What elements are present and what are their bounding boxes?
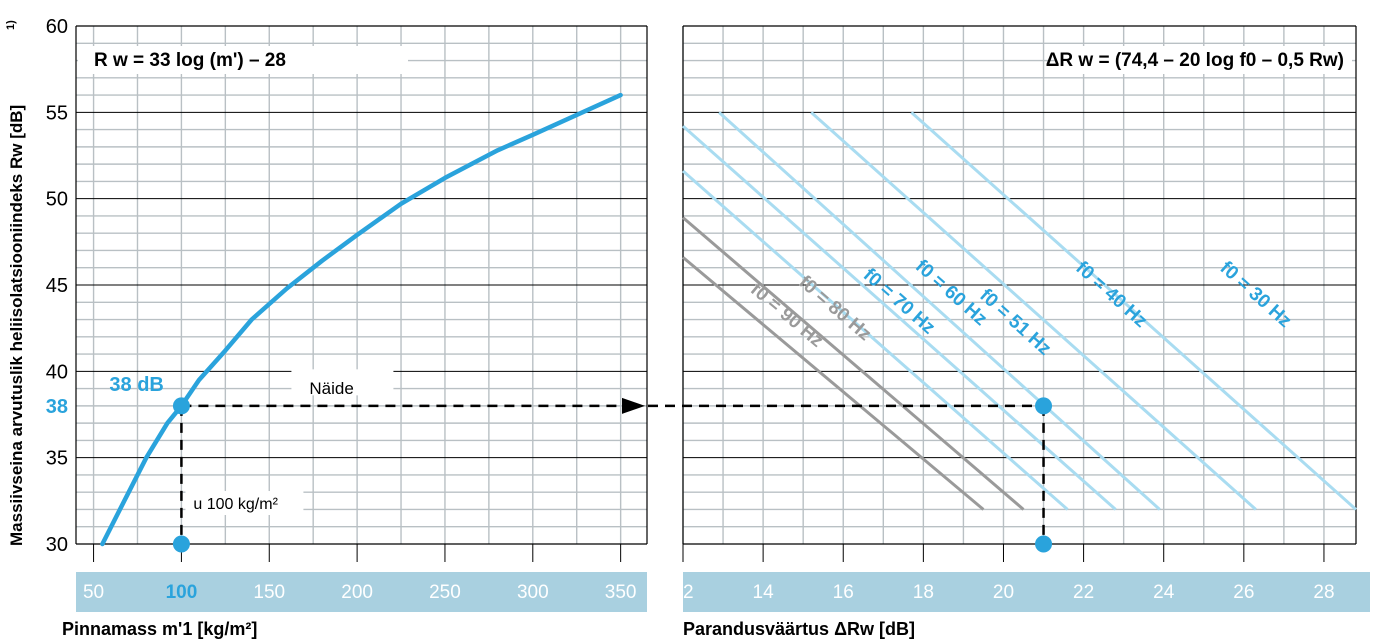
left-x-tick-label: 300 [517, 582, 549, 603]
y-axis: 30 35 40 45 50 55 60 38 Massiivseina arvutuslik … [5, 16, 68, 556]
right-title-box [1056, 46, 1352, 74]
y-axis-title: Massiivseina arvutuslik heliisolatsiooni… [7, 105, 26, 546]
y-tick-label: 30 [46, 534, 68, 556]
freq-line-7 [682, 256, 985, 511]
mass-label-bg [185, 491, 304, 516]
left-panel: R w = 33 log (m') – 28 Näide 38 dB u 100 kg… [62, 25, 648, 639]
example-label: Näide [309, 379, 353, 398]
freq-line-1 [910, 111, 1357, 511]
right-x-tick-label: 12 [672, 582, 693, 603]
y-tick-label-highlight: 38 [46, 396, 68, 418]
right-x-tick-label: 14 [753, 582, 775, 603]
right-x-tick-label: 18 [913, 582, 934, 603]
y-tick-label: 40 [46, 361, 68, 383]
left-x-axis-title: Pinnamass m'1 [kg/m²] [62, 619, 257, 639]
freq-line-3 [718, 111, 1161, 511]
overlay [172, 397, 1053, 553]
right-x-tick-label: 20 [993, 582, 1014, 603]
y-tick-label: 35 [46, 448, 68, 470]
right-x-tick-label: 16 [833, 582, 854, 603]
left-x-tick-label: 350 [605, 582, 637, 603]
example-point-2 [172, 535, 190, 553]
left-x-tick-label: 150 [253, 582, 285, 603]
right-formula-title: ΔR w = (74,4 – 20 log f0 – 0,5 Rw) [1046, 50, 1344, 71]
right-x-axis-band [683, 572, 1370, 612]
left-formula-title: R w = 33 log (m') – 28 [94, 50, 286, 71]
right-x-tick-label: 24 [1153, 582, 1175, 603]
left-x-axis-band [76, 572, 647, 612]
left-title-box [78, 46, 408, 74]
right-panel: ΔR w = (74,4 – 20 log f0 – 0,5 Rw)f0 = 3… [672, 25, 1370, 639]
point-label-38db: 38 dB [109, 374, 163, 396]
freq-line-4 [682, 125, 1117, 511]
arrow-head [622, 397, 645, 414]
example-point-3 [1035, 397, 1053, 415]
left-x-tick-label: 200 [341, 582, 373, 603]
y-tick-label: 50 [46, 189, 68, 211]
freq-line-5 [682, 169, 1069, 511]
y-tick-label: 60 [46, 16, 68, 38]
y-tick-label: 45 [46, 275, 68, 297]
y-tick-label: 55 [46, 102, 68, 124]
rw-curve [100, 92, 623, 547]
example-point-1 [172, 397, 190, 415]
left-x-tick-label: 50 [83, 582, 104, 603]
freq-line-6 [682, 216, 1025, 511]
right-x-tick-label: 28 [1313, 582, 1334, 603]
example-label-bg [291, 369, 394, 396]
mass-label: u 100 kg/m² [193, 496, 278, 513]
freq-line-2 [810, 111, 1257, 511]
y-axis-title-superscript: 1) [5, 20, 17, 30]
right-x-tick-label: 22 [1073, 582, 1094, 603]
right-x-axis-title: Parandusväärtus ΔRw [dB] [683, 619, 915, 639]
right-x-tick-label: 26 [1233, 582, 1254, 603]
example-point-4 [1035, 535, 1053, 553]
left-x-tick-label: 100 [166, 582, 198, 603]
left-x-tick-label: 250 [429, 582, 461, 603]
